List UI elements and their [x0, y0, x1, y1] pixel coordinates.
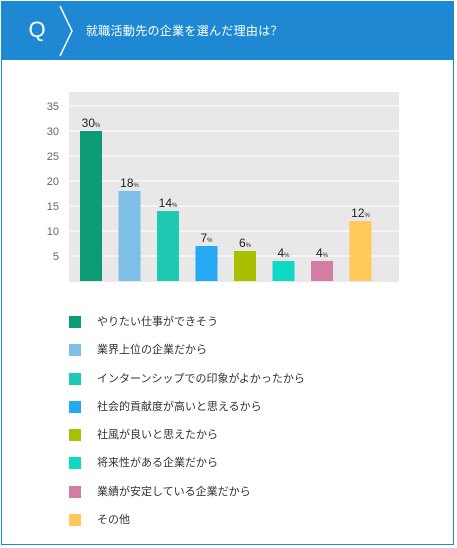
legend-swatch	[69, 372, 81, 385]
legend-item: 社風が良いと思えたから	[69, 426, 399, 454]
y-tick-label: 30	[47, 126, 59, 138]
y-tick-label: 5	[53, 251, 59, 263]
legend-swatch	[69, 514, 81, 527]
question-title: 就職活動先の企業を選んだ理由は？	[86, 24, 283, 38]
bar-value-label: 12%	[351, 206, 370, 220]
bar	[272, 261, 295, 281]
y-tick-label: 35	[47, 101, 59, 113]
y-tick-label: 10	[47, 226, 59, 238]
legend-label: 社会的貢献度が高いと思えるから	[97, 399, 262, 413]
legend-swatch	[69, 400, 81, 413]
legend-item: 社会的貢献度が高いと思えるから	[69, 398, 399, 426]
legend-item: 業績が安定している企業だから	[69, 483, 399, 511]
legend-item: その他	[69, 511, 399, 539]
bar-value-label: 4%	[277, 246, 290, 260]
legend-item: 将来性がある企業だから	[69, 454, 399, 482]
question-header: Q 就職活動先の企業を選んだ理由は？	[2, 2, 453, 60]
bar	[195, 246, 218, 281]
legend-item: やりたい仕事ができそう	[69, 313, 399, 341]
chevron-right-icon	[59, 5, 73, 57]
legend-label: やりたい仕事ができそう	[97, 315, 218, 328]
legend-label: 社風が良いと思えたから	[97, 428, 218, 442]
bar	[311, 261, 333, 281]
y-tick-label: 15	[47, 201, 59, 213]
bar	[118, 191, 141, 281]
bar-value-label: 4%	[316, 246, 329, 260]
legend-item: 業界上位の企業だから	[69, 341, 399, 369]
bar-value-label: 14%	[159, 196, 178, 210]
legend-label: 業界上位の企業だから	[97, 343, 207, 357]
question-badge: Q	[28, 17, 46, 42]
bar-value-label: 30%	[82, 116, 101, 130]
legend-swatch	[69, 457, 81, 470]
legend-swatch	[69, 316, 81, 328]
legend-label: その他	[97, 513, 130, 527]
bar-value-label: 18%	[120, 176, 139, 190]
bar	[349, 221, 372, 281]
bar-chart: 5 10 15 20 25 30 35 30% 18% 14% 7% 6% 4% 4% 12%	[47, 92, 399, 282]
bar	[234, 251, 256, 281]
bar-value-label: 6%	[239, 236, 252, 250]
legend-label: 業績が安定している企業だから	[97, 484, 251, 498]
legend-swatch	[69, 344, 81, 357]
bar	[157, 211, 179, 281]
y-tick-label: 25	[47, 151, 59, 163]
legend-label: 将来性がある企業だから	[97, 456, 218, 470]
legend-label: インターンシップでの印象がよかったから	[97, 371, 305, 385]
chart-legend: やりたい仕事ができそう 業界上位の企業だからインターンシップでの印象がよかったから…	[69, 313, 399, 539]
y-tick-label: 20	[47, 176, 59, 188]
legend-swatch	[69, 485, 81, 498]
legend-item: インターンシップでの印象がよかったから	[69, 370, 399, 398]
bar	[80, 131, 102, 281]
bar-value-label: 7%	[200, 231, 213, 245]
legend-swatch	[69, 429, 81, 442]
